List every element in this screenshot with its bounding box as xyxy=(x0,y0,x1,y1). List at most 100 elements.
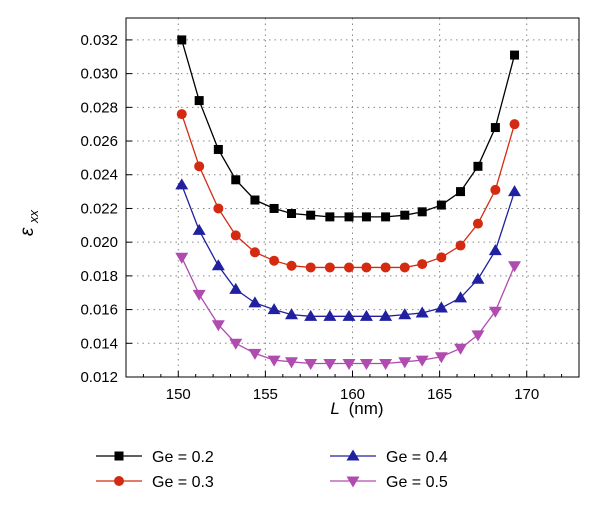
data-point xyxy=(344,212,354,222)
data-point xyxy=(342,358,356,371)
data-point xyxy=(381,212,391,222)
legend-marker xyxy=(114,476,124,486)
data-point xyxy=(286,260,297,271)
data-point xyxy=(323,309,337,321)
data-point xyxy=(454,291,468,303)
data-point xyxy=(192,289,206,301)
data-point xyxy=(248,296,262,308)
data-point xyxy=(361,262,372,273)
y-axis-title-sub: xx xyxy=(26,209,41,224)
data-point xyxy=(471,272,485,284)
data-point xyxy=(323,358,337,371)
y-tick-label: 0.014 xyxy=(80,335,118,352)
data-point xyxy=(509,119,520,130)
y-tick-label: 0.024 xyxy=(80,167,118,184)
series-4 xyxy=(175,252,522,371)
data-point xyxy=(454,343,468,355)
grid-layer xyxy=(126,18,579,378)
data-point xyxy=(417,259,428,270)
y-tick-label: 0.030 xyxy=(80,66,118,83)
data-point xyxy=(194,161,205,172)
legend-item-3: Ge = 0.4 xyxy=(330,449,448,466)
data-point xyxy=(324,262,335,273)
data-point xyxy=(379,309,393,321)
data-point xyxy=(177,35,187,45)
data-point xyxy=(510,50,520,60)
data-point xyxy=(417,207,427,217)
data-point xyxy=(194,96,204,106)
data-point xyxy=(285,308,299,320)
legend-item-2: Ge = 0.3 xyxy=(96,474,214,491)
data-point xyxy=(472,218,483,229)
data-point xyxy=(176,109,187,120)
y-tick-label: 0.018 xyxy=(80,268,118,285)
series-2 xyxy=(176,109,520,273)
data-point xyxy=(400,210,410,220)
x-axis-title-unit: (nm) xyxy=(349,399,384,418)
data-point xyxy=(359,358,373,371)
x-tick-label: 150 xyxy=(166,386,191,403)
data-point xyxy=(342,309,356,321)
data-point xyxy=(229,338,243,350)
data-point xyxy=(398,308,412,320)
legend-item-4: Ge = 0.5 xyxy=(330,474,448,491)
series-3 xyxy=(175,178,522,321)
data-point xyxy=(379,358,393,371)
data-point xyxy=(325,212,335,222)
data-point xyxy=(488,306,502,318)
data-point xyxy=(508,185,522,197)
data-point xyxy=(380,262,391,273)
data-point xyxy=(285,357,299,369)
data-point xyxy=(473,161,483,171)
legend-marker xyxy=(114,451,124,461)
data-point xyxy=(250,195,260,205)
y-tick-label: 0.020 xyxy=(80,234,118,251)
y-tick-label: 0.028 xyxy=(80,99,118,116)
data-point xyxy=(231,175,241,185)
series-1 xyxy=(177,35,520,222)
legend-item-1: Ge = 0.2 xyxy=(96,449,214,466)
y-tick-label: 0.022 xyxy=(80,200,118,217)
data-point xyxy=(304,358,318,371)
legend: Ge = 0.2 Ge = 0.3 Ge = 0.4 Ge = 0.5 xyxy=(96,449,448,491)
data-point xyxy=(211,320,225,332)
data-point xyxy=(213,203,224,214)
y-tick-label: 0.012 xyxy=(80,369,118,386)
data-point xyxy=(436,200,446,210)
data-point xyxy=(192,223,206,235)
series-layer xyxy=(175,35,522,371)
axis-titles: L (nm) ε xx xyxy=(17,209,384,418)
data-point xyxy=(213,144,223,154)
data-point xyxy=(344,262,355,273)
series-line xyxy=(181,184,516,317)
data-point xyxy=(361,212,371,222)
tick-layer: 150 155 160 165 170 0.012 0.014 0.016 0.018 0.020… xyxy=(80,32,580,403)
data-point xyxy=(399,262,410,273)
data-point xyxy=(175,178,189,190)
y-tick-label: 0.032 xyxy=(80,32,118,49)
data-point xyxy=(306,210,316,220)
y-axis-title: ε xx xyxy=(17,209,41,236)
x-tick-label: 170 xyxy=(514,386,539,403)
data-point xyxy=(456,187,466,197)
data-point xyxy=(434,352,448,364)
data-point xyxy=(434,301,448,313)
y-tick-label: 0.026 xyxy=(80,133,118,150)
data-point xyxy=(230,230,241,241)
data-point xyxy=(488,244,502,256)
data-point xyxy=(471,330,485,342)
data-point xyxy=(436,252,447,263)
data-point xyxy=(490,123,500,133)
data-point xyxy=(415,306,429,318)
data-point xyxy=(490,184,501,195)
data-point xyxy=(269,255,280,266)
data-point xyxy=(415,355,429,367)
data-point xyxy=(229,282,243,294)
y-tick-label: 0.016 xyxy=(80,302,118,319)
x-axis-title-var: L xyxy=(330,399,339,418)
data-point xyxy=(455,240,466,251)
data-point xyxy=(267,355,281,367)
x-tick-label: 165 xyxy=(427,386,452,403)
